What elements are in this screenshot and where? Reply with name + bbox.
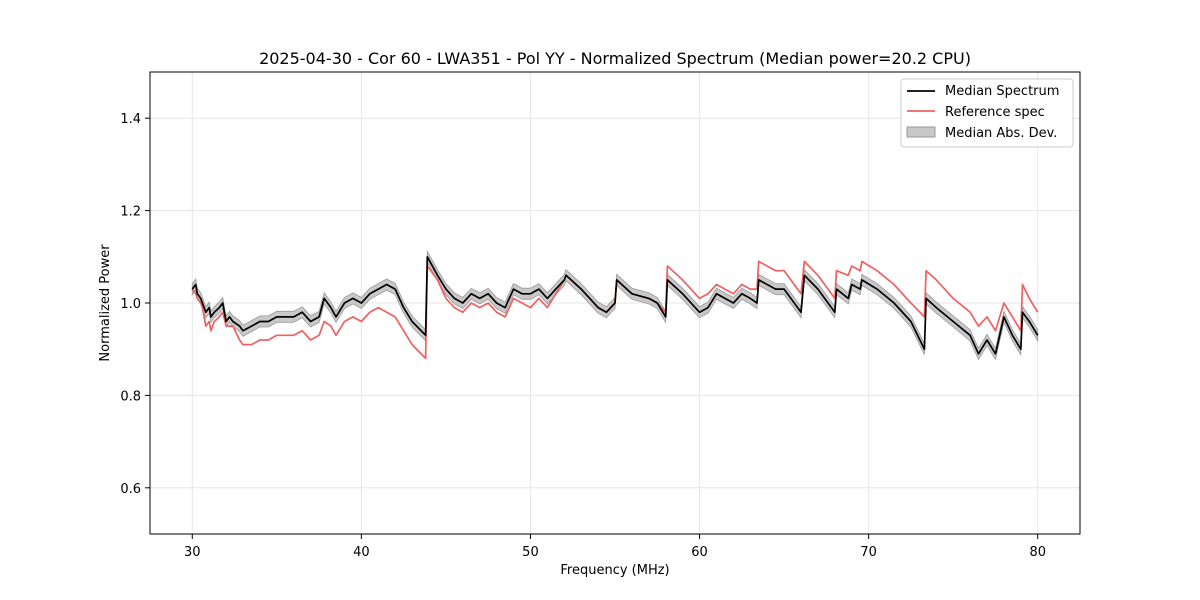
y-tick-label: 0.8 [120,389,141,404]
series-layer [191,255,1039,360]
y-axis: 0.6 0.8 1.0 1.2 1.4 [120,112,150,497]
legend-box [900,78,1074,148]
x-tick-label: 50 [522,545,539,560]
mad-band [191,249,1039,361]
legend: Median Spectrum Reference spec Median Ab… [900,78,1074,148]
median-spectrum-line [191,255,1039,355]
y-tick-label: 0.6 [120,482,141,497]
y-axis-label: Normalized Power [98,244,113,362]
y-tick-label: 1.4 [120,112,141,127]
mad-band-layer [191,249,1039,361]
x-tick-label: 40 [353,545,370,560]
legend-mad-swatch [906,126,936,138]
x-axis-label: Frequency (MHz) [560,563,669,578]
x-tick-label: 30 [184,545,201,560]
legend-median-label: Median Spectrum [945,84,1059,99]
x-tick-label: 60 [691,545,708,560]
x-tick-label: 80 [1029,545,1046,560]
legend-reference-label: Reference spec [945,105,1045,120]
legend-mad-label: Median Abs. Dev. [945,126,1057,141]
y-tick-label: 1.2 [120,205,141,220]
reference-spectrum-line [191,260,1039,360]
x-axis: 30 40 50 60 70 80 [184,534,1046,560]
y-tick-label: 1.0 [120,297,141,312]
chart-title: 2025-04-30 - Cor 60 - LWA351 - Pol YY - … [259,49,971,68]
x-tick-label: 70 [860,545,877,560]
